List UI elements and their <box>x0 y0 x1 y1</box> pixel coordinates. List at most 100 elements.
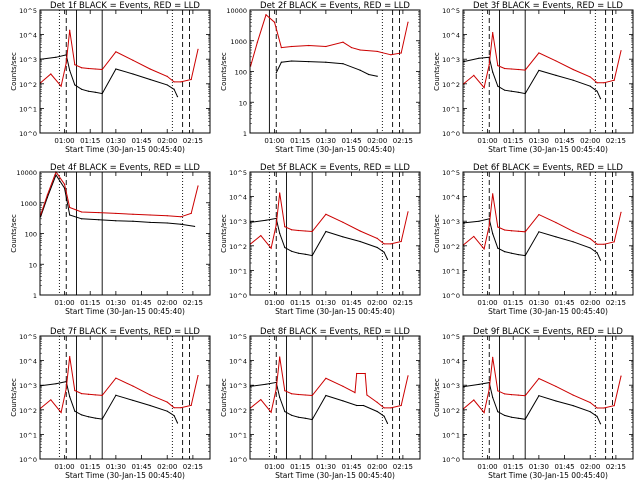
x-tick-label: 01:45 <box>554 299 574 307</box>
events-data-point <box>376 246 378 249</box>
lld-data-point <box>364 372 366 375</box>
x-tick-label: 02:00 <box>580 137 600 145</box>
x-axis-label: Start Time (30-Jan-15 00:45:40) <box>488 471 608 480</box>
lld-data-point <box>273 21 276 23</box>
y-tick-label: 10^2 <box>229 243 247 251</box>
panel-title: Det 7f BLACK = Events, RED = LLD <box>50 327 200 337</box>
events-data-point <box>284 410 286 413</box>
lld-data-point <box>311 230 313 233</box>
events-data-point <box>538 231 540 233</box>
events-data-point <box>115 394 117 396</box>
lld-data-point <box>483 411 485 414</box>
lld-data-point <box>492 32 494 34</box>
y-tick-label: 10^2 <box>442 81 460 89</box>
lld-data-point <box>589 76 591 78</box>
lld-data-point <box>180 216 182 218</box>
events-data-point <box>555 400 557 402</box>
events-series-line <box>250 381 388 424</box>
lld-data-point <box>359 49 361 51</box>
y-tick-label: 10^2 <box>19 81 37 89</box>
y-tick-label: 1000 <box>20 200 37 208</box>
x-tick-label: 01:45 <box>131 299 151 307</box>
y-tick-label: 10000 <box>16 169 37 177</box>
lld-data-point <box>279 356 281 358</box>
lld-data-point <box>342 221 344 223</box>
lld-data-point <box>407 211 409 213</box>
events-data-point <box>510 90 513 92</box>
y-tick-label: 10^0 <box>229 456 247 464</box>
events-data-point <box>132 399 134 402</box>
events-series-line <box>463 56 601 99</box>
events-data-point <box>497 85 499 87</box>
panel-title: Det 1f BLACK = Events, RED = LLD <box>50 1 200 11</box>
lld-data-point <box>256 41 259 43</box>
x-tick-label: 01:00 <box>54 137 74 145</box>
y-tick-label: 10^4 <box>442 32 460 40</box>
x-tick-label: 01:15 <box>290 463 310 471</box>
events-data-point <box>311 418 313 421</box>
y-tick-label: 10^5 <box>442 333 460 341</box>
panel-title: Det 2f BLACK = Events, RED = LLD <box>260 1 410 11</box>
lld-series-line <box>463 32 622 89</box>
lld-data-point <box>356 372 358 375</box>
events-data-point <box>599 423 602 425</box>
y-tick-label: 10^4 <box>229 358 247 366</box>
lld-data-point <box>69 356 71 358</box>
y-tick-label: 10^0 <box>442 292 460 300</box>
lld-data-point <box>589 401 591 404</box>
events-data-point <box>517 91 519 93</box>
events-data-point <box>291 414 293 416</box>
x-axis-label: Start Time (30-Jan-15 00:45:40) <box>65 145 185 154</box>
events-data-point <box>555 236 557 238</box>
x-tick-label: 02:15 <box>183 463 203 471</box>
events-data-point <box>368 73 370 76</box>
x-tick-label: 02:15 <box>606 137 626 145</box>
x-tick-label: 02:00 <box>157 137 177 145</box>
events-data-point <box>376 75 378 77</box>
lld-data-point <box>596 243 598 245</box>
y-tick-label: 10^4 <box>229 194 247 202</box>
events-data-point <box>55 56 57 58</box>
events-data-point <box>572 405 574 407</box>
panel-title: Det 9f BLACK = Events, RED = LLD <box>473 327 623 337</box>
x-tick-label: 02:00 <box>367 137 387 145</box>
lld-data-point <box>180 81 182 83</box>
x-tick-label: 02:15 <box>393 463 413 471</box>
events-data-point <box>596 252 598 254</box>
x-tick-label: 02:00 <box>157 299 177 307</box>
panel-title: Det 8f BLACK = Events, RED = LLD <box>260 327 410 337</box>
y-tick-label: 1 <box>243 130 247 138</box>
events-data-point <box>504 251 506 253</box>
y-tick-label: 10^2 <box>442 243 460 251</box>
lld-data-point <box>325 377 327 379</box>
events-data-point <box>291 60 293 62</box>
y-tick-label: 10^3 <box>442 382 460 390</box>
lld-data-point <box>613 241 615 243</box>
lld-data-point <box>94 394 96 396</box>
plot-frame <box>249 335 421 460</box>
plot-frame <box>39 171 211 296</box>
lld-data-point <box>589 238 591 240</box>
lld-data-point <box>69 206 71 209</box>
lld-data-point <box>473 74 475 76</box>
events-data-point <box>193 225 196 228</box>
lld-data-point <box>510 230 513 232</box>
lld-data-point <box>555 221 557 224</box>
lld-data-point <box>504 393 506 395</box>
y-tick-label: 10^5 <box>229 169 247 177</box>
lld-data-point <box>81 211 83 213</box>
events-data-point <box>115 68 117 70</box>
events-series-line <box>463 218 601 261</box>
y-tick-label: 10^1 <box>229 267 247 275</box>
detector-panel: Det 5f BLACK = Events, RED = LLD 10^0 10^1… <box>220 163 421 316</box>
events-data-point <box>342 63 344 65</box>
events-data-point <box>55 383 57 385</box>
lld-series-line <box>463 357 622 414</box>
lld-data-point <box>115 51 117 53</box>
events-data-point <box>478 383 480 385</box>
events-data-point <box>69 69 71 72</box>
lld-data-point <box>275 388 277 390</box>
lld-data-point <box>65 62 67 64</box>
x-axis-label: Start Time (30-Jan-15 00:45:40) <box>65 307 185 316</box>
